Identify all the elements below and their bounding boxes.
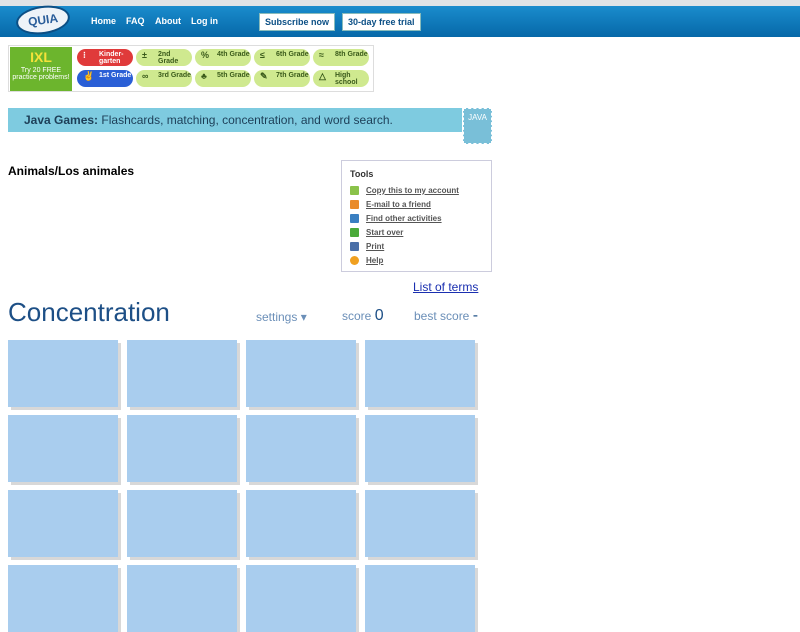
grade-label: 2nd Grade (158, 51, 179, 65)
settings-dropdown[interactable]: settings ▾ (256, 310, 307, 324)
java-text: Flashcards, matching, concentration, and… (98, 113, 393, 127)
game-card[interactable] (246, 565, 356, 632)
grade-icon: ≈ (319, 50, 324, 60)
game-card[interactable] (246, 490, 356, 557)
game-card[interactable] (365, 490, 475, 557)
best-score-value: - (472, 307, 479, 324)
grade-icon: ✎ (260, 71, 268, 81)
free-trial-button[interactable]: 30-day free trial (342, 13, 421, 31)
game-card[interactable] (127, 415, 237, 482)
ixl-logo: IXL (30, 49, 52, 65)
grade-icon: % (201, 50, 210, 60)
game-card[interactable] (127, 565, 237, 632)
grade-button[interactable]: △ High school (313, 70, 369, 87)
grade-icon: ⁝ (83, 50, 86, 60)
tool-label[interactable]: Print (366, 242, 385, 251)
help-icon (350, 256, 359, 266)
grade-button[interactable]: ≈8th Grade (313, 49, 369, 66)
grade-icon: ∞ (142, 71, 149, 81)
grade-label: 5th Grade (217, 72, 250, 79)
tool-label[interactable]: E-mail to a friend (366, 200, 431, 209)
nav-home[interactable]: Home (91, 16, 117, 26)
grade-icon: ± (142, 50, 147, 60)
browser-strip (0, 0, 800, 6)
tool-label[interactable]: Copy this to my account (366, 186, 459, 195)
tool-label[interactable]: Find other activities (366, 214, 442, 223)
grade-button[interactable]: ✎ 7th Grade (254, 70, 310, 87)
grade-button[interactable]: ∞ 3rd Grade (136, 70, 192, 87)
game-card[interactable] (365, 340, 475, 407)
site-header: QUIA Home FAQ About Log in Subscribe now… (0, 2, 800, 38)
java-icon: JAVA (463, 108, 492, 144)
best-score: best score - (414, 307, 478, 325)
java-label: Java Games: (24, 113, 99, 127)
nav-faq[interactable]: FAQ (126, 16, 145, 26)
grade-label: 7th Grade (276, 72, 309, 79)
ixl-promo[interactable]: IXL Try 20 FREE practice problems! (10, 47, 72, 91)
quia-logo[interactable]: QUIA (14, 2, 72, 38)
list-of-terms-link[interactable]: List of terms (413, 280, 479, 294)
tool-search[interactable]: Find other activities (350, 214, 442, 224)
grade-label: 4th Grade (217, 51, 250, 58)
tool-label[interactable]: Start over (366, 228, 404, 237)
game-card[interactable] (8, 565, 118, 632)
copy-icon (350, 186, 359, 196)
tool-help[interactable]: Help (350, 256, 384, 266)
grade-label: 3rd Grade (158, 72, 192, 79)
tool-copy[interactable]: Copy this to my account (350, 186, 459, 196)
grade-button[interactable]: ≤6th Grade (254, 49, 310, 66)
score: score 0 (342, 307, 384, 325)
tool-email[interactable]: E-mail to a friend (350, 200, 431, 210)
nav-about[interactable]: About (155, 16, 181, 26)
grade-label: 6th Grade (276, 51, 309, 58)
grade-label: 8th Grade (335, 51, 368, 58)
grade-label: 1st Grade (99, 72, 132, 79)
ixl-promo-text: Try 20 FREE practice problems! (12, 67, 70, 81)
game-card[interactable] (365, 565, 475, 632)
email-icon (350, 200, 359, 210)
grade-button[interactable]: ⁝ Kinder-garten (77, 49, 133, 66)
activity-title: Animals/Los animales (8, 164, 135, 178)
grade-button[interactable]: ♣ 5th Grade (195, 70, 251, 87)
tools-heading: Tools (350, 169, 374, 179)
nav-login[interactable]: Log in (191, 16, 218, 26)
ixl-ad: IXL Try 20 FREE practice problems! ⁝ Kinde… (8, 45, 374, 92)
game-card[interactable] (8, 340, 118, 407)
grade-icon: ≤ (260, 50, 265, 60)
grade-button[interactable]: ✌ 1st Grade (77, 70, 133, 87)
rewind-icon (350, 228, 359, 238)
subscribe-button[interactable]: Subscribe now (259, 13, 336, 31)
grade-label: Kinder-garten (99, 51, 124, 65)
tools-panel: Tools Copy this to my account E-mail to a… (341, 160, 492, 272)
search-icon (350, 214, 359, 224)
tool-print[interactable]: Print (350, 242, 385, 252)
score-label: score (342, 309, 372, 323)
print-icon (350, 242, 359, 252)
game-card[interactable] (8, 415, 118, 482)
game-card[interactable] (246, 415, 356, 482)
grade-button[interactable]: ±2nd Grade (136, 49, 192, 66)
grade-icon: △ (319, 71, 326, 81)
game-title: Concentration (8, 297, 170, 327)
game-card[interactable] (8, 490, 118, 557)
game-card[interactable] (127, 340, 237, 407)
grade-label: High school (335, 72, 358, 86)
tool-rewind[interactable]: Start over (350, 228, 404, 238)
game-card[interactable] (127, 490, 237, 557)
grade-icon: ✌ (83, 71, 95, 81)
grade-button[interactable]: % 4th Grade (195, 49, 251, 66)
best-score-label: best score (414, 309, 470, 323)
score-value: 0 (374, 307, 384, 324)
tool-label[interactable]: Help (366, 256, 384, 265)
game-card[interactable] (365, 415, 475, 482)
java-games-banner: Java Games: Flashcards, matching, concen… (8, 108, 462, 132)
grade-icon: ♣ (201, 71, 207, 81)
game-card[interactable] (246, 340, 356, 407)
